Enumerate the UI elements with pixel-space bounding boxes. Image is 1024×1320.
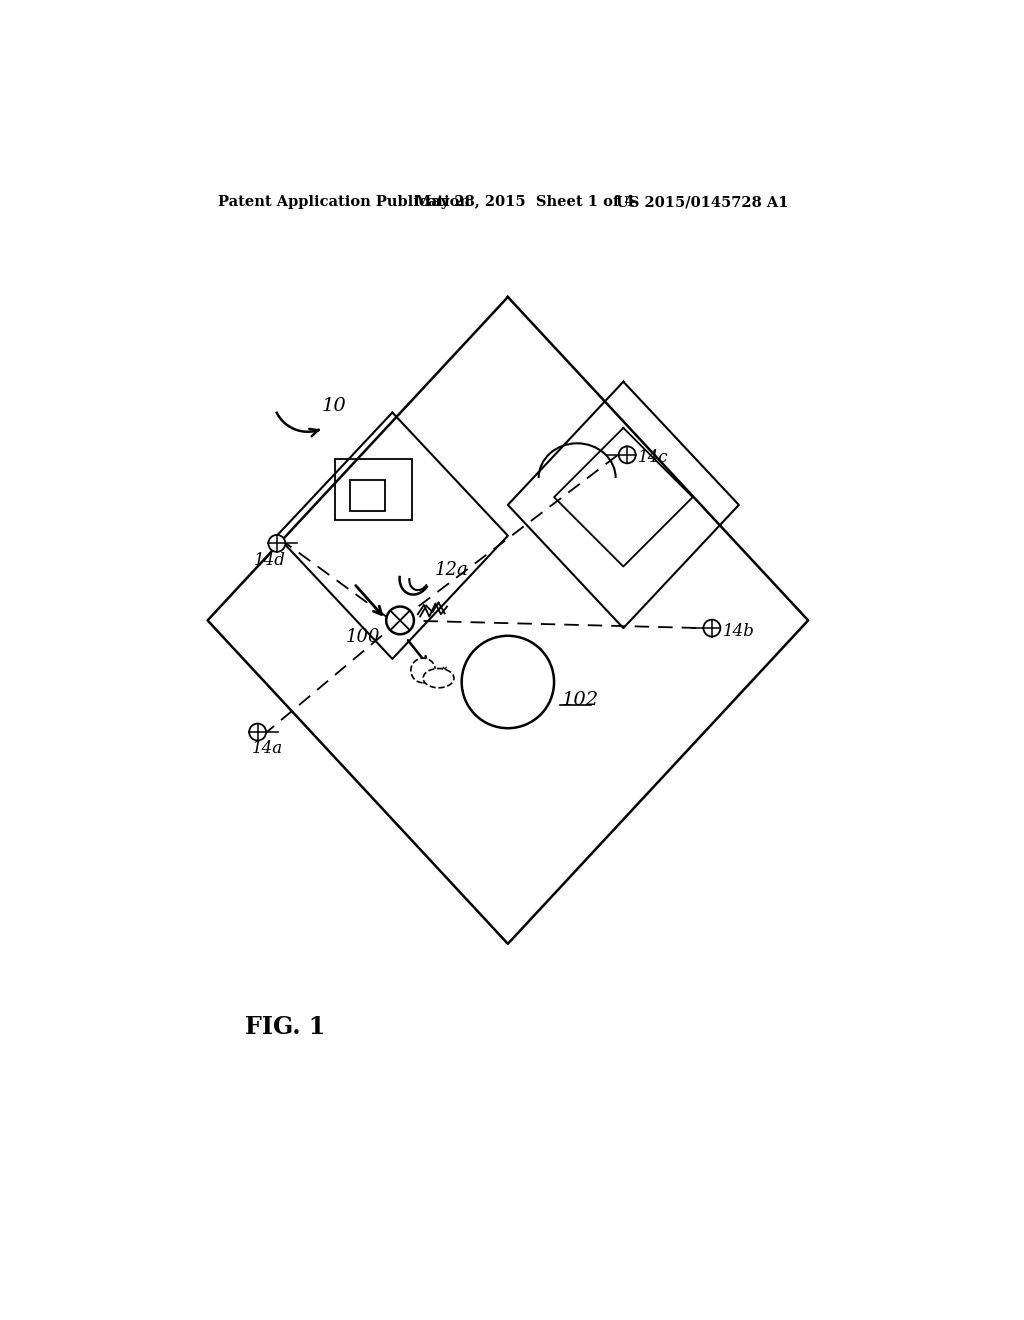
Circle shape <box>268 535 286 552</box>
Bar <box>350 480 385 511</box>
Circle shape <box>411 659 435 682</box>
Text: 102: 102 <box>562 690 599 709</box>
Text: Patent Application Publication: Patent Application Publication <box>217 195 470 210</box>
Circle shape <box>249 723 266 741</box>
Bar <box>335 459 412 520</box>
Text: 10: 10 <box>322 397 346 416</box>
Text: FIG. 1: FIG. 1 <box>245 1015 325 1039</box>
Text: 14d: 14d <box>254 552 286 569</box>
Circle shape <box>703 619 720 636</box>
Text: May 28, 2015  Sheet 1 of 4: May 28, 2015 Sheet 1 of 4 <box>416 195 635 210</box>
Text: 14b: 14b <box>723 623 755 640</box>
Text: US 2015/0145728 A1: US 2015/0145728 A1 <box>615 195 788 210</box>
Circle shape <box>618 446 636 463</box>
Circle shape <box>386 607 414 635</box>
Text: 14a: 14a <box>252 741 283 758</box>
Circle shape <box>462 636 554 729</box>
Text: 12a: 12a <box>435 561 468 579</box>
Ellipse shape <box>423 668 454 688</box>
Text: 100: 100 <box>346 628 381 647</box>
Text: 14c: 14c <box>638 449 669 466</box>
